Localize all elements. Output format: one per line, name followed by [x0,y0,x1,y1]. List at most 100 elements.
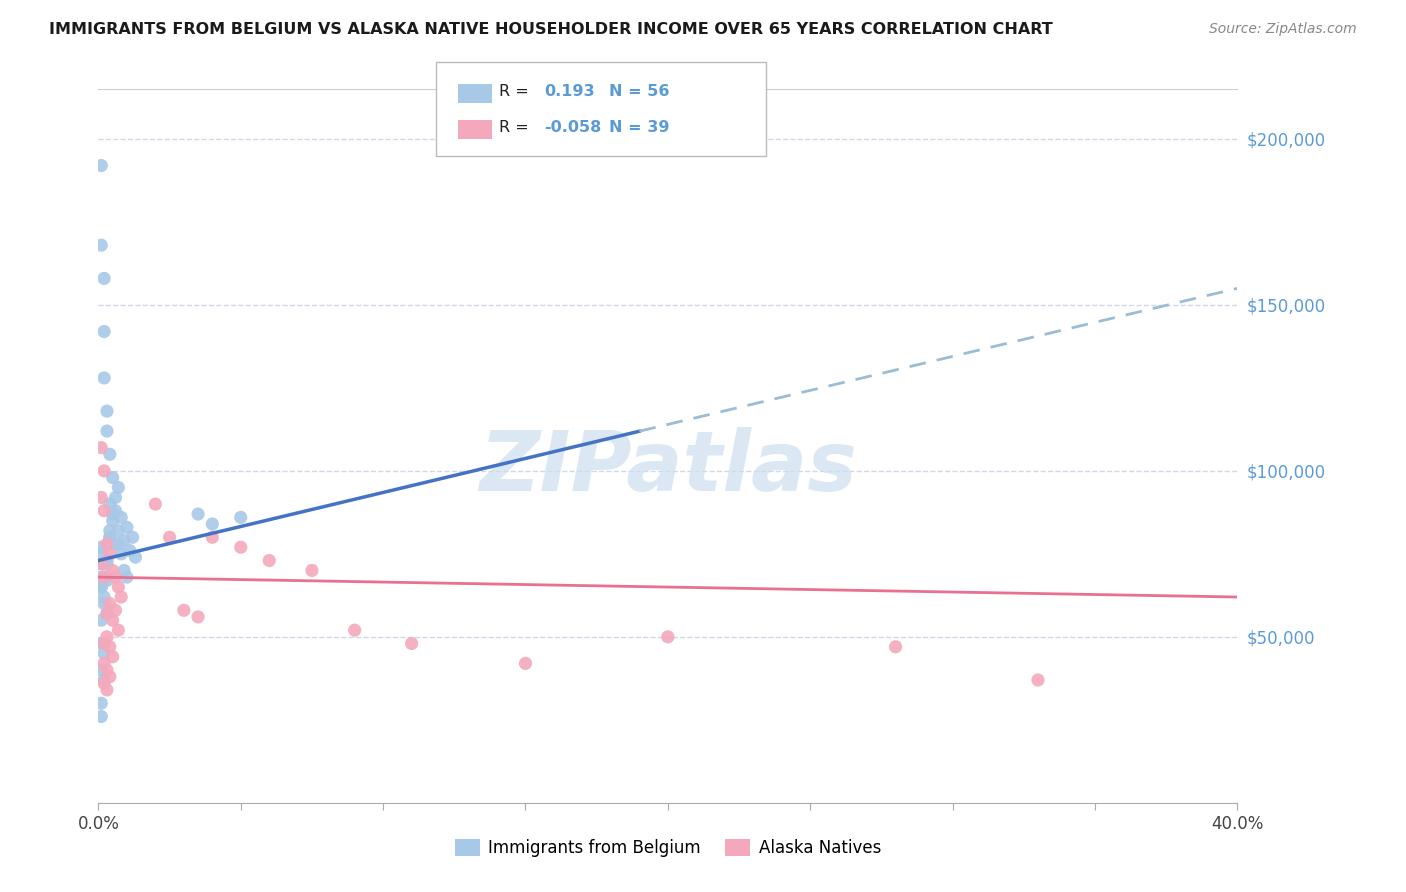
Point [107,481,129,495]
Point [96,424,118,438]
Text: R =: R = [499,120,534,135]
Point [96,537,118,551]
Point [115,570,138,584]
Point [98,447,121,461]
Text: N = 56: N = 56 [609,85,669,99]
Point [93,464,115,478]
Point [104,504,127,518]
Point [98,497,121,511]
Point [101,470,124,484]
Text: N = 39: N = 39 [609,120,669,135]
Point [121,530,143,544]
Point [159,530,181,544]
Point [93,676,115,690]
Point [124,550,146,565]
Point [90,238,112,252]
Point [90,557,112,571]
Point [107,524,129,538]
Text: R =: R = [499,85,534,99]
Point [104,570,127,584]
Point [90,663,112,677]
Point [1026,673,1049,687]
Point [112,564,135,578]
Point [104,537,127,551]
Point [301,564,323,578]
Point [96,553,118,567]
Point [229,540,252,554]
Point [187,507,209,521]
Point [93,504,115,518]
Point [98,597,121,611]
Point [93,647,115,661]
Point [96,663,118,677]
Point [401,636,423,650]
Point [90,636,112,650]
Point [90,159,112,173]
Point [145,497,167,511]
Point [93,371,115,385]
Point [101,564,124,578]
Point [101,514,124,528]
Point [90,613,112,627]
Point [90,580,112,594]
Point [96,574,118,588]
Point [90,547,112,561]
Point [515,657,537,671]
Point [96,607,118,621]
Point [112,533,135,548]
Point [107,537,129,551]
Text: Source: ZipAtlas.com: Source: ZipAtlas.com [1209,22,1357,37]
Point [110,590,132,604]
Point [93,657,115,671]
Point [96,682,118,697]
Point [93,325,115,339]
Point [104,491,127,505]
Point [201,530,224,544]
Point [96,630,118,644]
Point [93,570,115,584]
Point [259,553,281,567]
Point [104,603,127,617]
Point [98,524,121,538]
Point [343,624,366,638]
Point [93,597,115,611]
Point [173,603,195,617]
Point [101,613,124,627]
Point [98,547,121,561]
Text: IMMIGRANTS FROM BELGIUM VS ALASKA NATIVE HOUSEHOLDER INCOME OVER 65 YEARS CORREL: IMMIGRANTS FROM BELGIUM VS ALASKA NATIVE… [49,22,1053,37]
Point [101,649,124,664]
Point [96,404,118,418]
Point [187,610,209,624]
Point [93,636,115,650]
Point [90,557,112,571]
Point [110,510,132,524]
Point [110,547,132,561]
Point [90,580,112,594]
Point [657,630,679,644]
Point [98,530,121,544]
Point [96,557,118,571]
Point [118,543,141,558]
Point [229,510,252,524]
Point [93,673,115,687]
Point [115,520,138,534]
Point [90,491,112,505]
Text: ZIPatlas: ZIPatlas [479,427,856,508]
Point [98,640,121,654]
Text: 0.193: 0.193 [544,85,595,99]
Point [96,607,118,621]
Point [884,640,907,654]
Point [98,670,121,684]
Point [90,696,112,710]
Point [90,540,112,554]
Point [93,271,115,285]
Point [107,624,129,638]
Point [90,441,112,455]
Text: -0.058: -0.058 [544,120,602,135]
Point [93,590,115,604]
Point [90,570,112,584]
Point [107,580,129,594]
Point [101,507,124,521]
Point [201,516,224,531]
Point [93,570,115,584]
